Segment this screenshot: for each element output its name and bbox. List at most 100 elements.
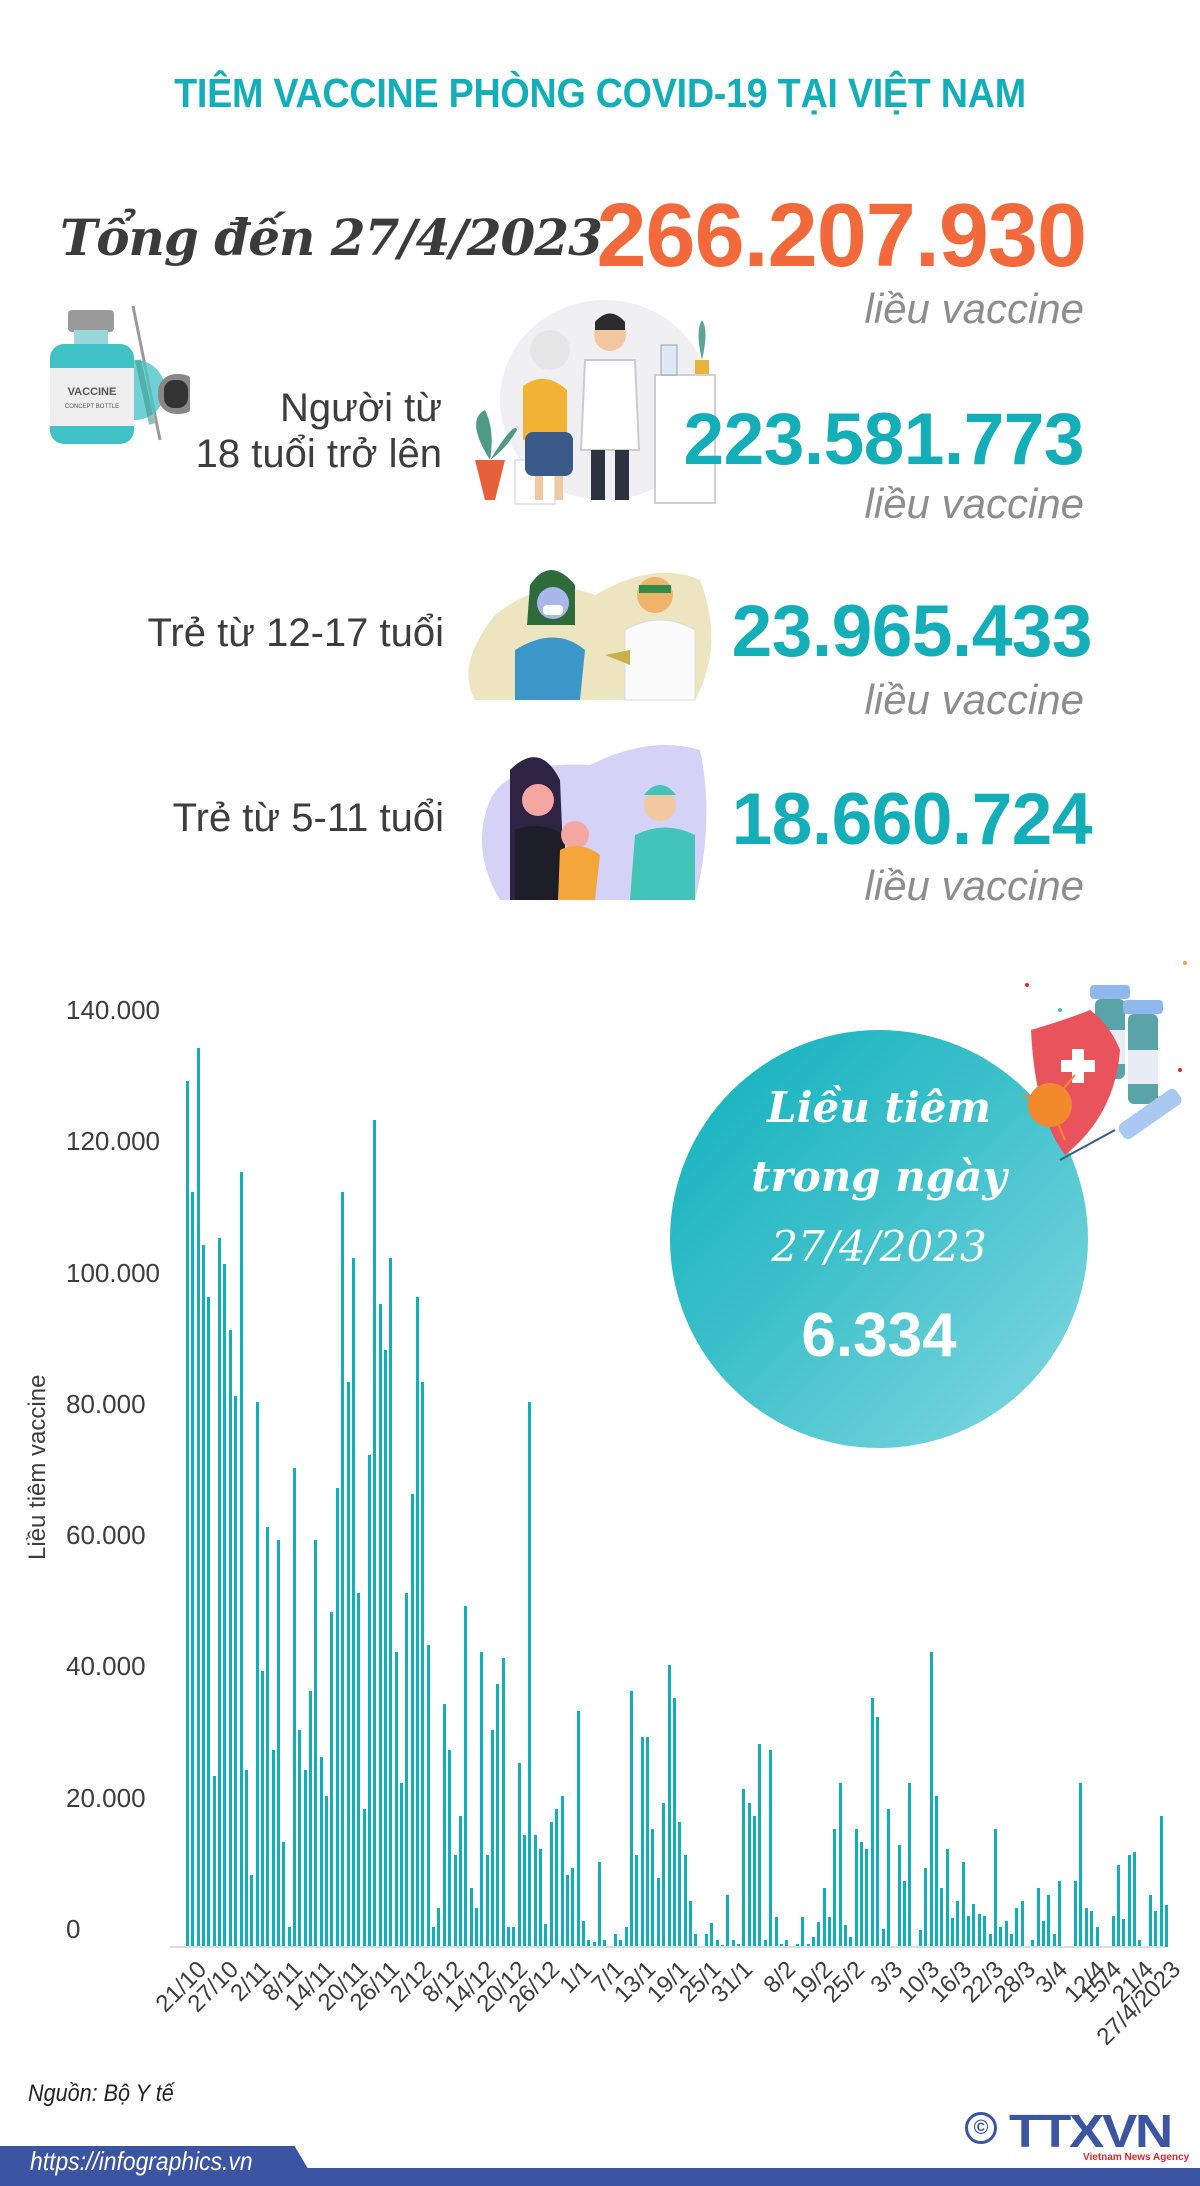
bar bbox=[276, 1540, 280, 1947]
bar bbox=[186, 1080, 189, 1947]
bar bbox=[1116, 1864, 1120, 1947]
group-12-17-label: Trẻ từ 12-17 tuổi bbox=[147, 611, 444, 655]
bar bbox=[555, 1809, 559, 1947]
bar bbox=[747, 1802, 751, 1947]
bar bbox=[844, 1924, 848, 1947]
bar bbox=[383, 1349, 387, 1947]
bar bbox=[945, 1848, 949, 1947]
bar bbox=[1009, 1933, 1013, 1947]
bar bbox=[795, 1944, 799, 1947]
bar bbox=[389, 1257, 393, 1947]
bar bbox=[410, 1494, 414, 1947]
teen-vaccination-illustration bbox=[468, 570, 712, 701]
bar bbox=[528, 1402, 532, 1947]
bar bbox=[400, 1782, 403, 1947]
bar bbox=[432, 1927, 436, 1947]
bar bbox=[512, 1927, 516, 1947]
bar bbox=[394, 1651, 398, 1947]
bar bbox=[523, 1835, 527, 1947]
bar bbox=[560, 1796, 564, 1947]
bar bbox=[218, 1238, 222, 1947]
bar bbox=[480, 1651, 484, 1947]
bar bbox=[293, 1467, 296, 1947]
bar bbox=[373, 1119, 377, 1947]
vaccine-shield-icon bbox=[1022, 961, 1187, 1161]
bar bbox=[828, 1916, 831, 1947]
total-unit: liều vaccine bbox=[864, 285, 1084, 332]
bar bbox=[490, 1730, 494, 1947]
bar bbox=[1058, 1881, 1062, 1947]
bar bbox=[865, 1848, 869, 1947]
bar bbox=[758, 1743, 762, 1947]
bar bbox=[1079, 1782, 1083, 1947]
bar bbox=[918, 1929, 922, 1947]
group-adults-value: 223.581.773 bbox=[683, 399, 1085, 480]
bar bbox=[822, 1887, 826, 1947]
bar bbox=[416, 1297, 420, 1947]
bar bbox=[640, 1736, 644, 1947]
bar bbox=[630, 1691, 634, 1947]
bar bbox=[1042, 1920, 1045, 1947]
bar bbox=[983, 1915, 987, 1947]
footer-tab bbox=[0, 2146, 310, 2172]
bar bbox=[378, 1303, 382, 1947]
bar bbox=[266, 1526, 270, 1947]
bar bbox=[838, 1782, 842, 1947]
bar bbox=[662, 1802, 666, 1947]
bar bbox=[255, 1402, 259, 1947]
bar bbox=[860, 1841, 864, 1947]
bar bbox=[517, 1763, 521, 1947]
bar bbox=[704, 1933, 708, 1947]
bar bbox=[619, 1940, 623, 1947]
bar bbox=[533, 1835, 537, 1947]
bar bbox=[341, 1192, 345, 1947]
bar bbox=[993, 1828, 997, 1947]
source-url-link[interactable]: https://infographics.vn bbox=[30, 2146, 253, 2176]
bar bbox=[437, 1907, 441, 1947]
group-adults-label-line1: Người từ bbox=[279, 386, 442, 430]
bar bbox=[298, 1730, 302, 1947]
logo-subtitle: Vietnam News Agency bbox=[1083, 2152, 1190, 2163]
bar bbox=[458, 1815, 462, 1947]
bar bbox=[849, 1937, 853, 1947]
bar bbox=[651, 1828, 655, 1947]
bar bbox=[694, 1933, 698, 1947]
bar bbox=[335, 1487, 339, 1947]
group-5-11-label: Trẻ từ 5-11 tuổi bbox=[172, 796, 444, 840]
bar bbox=[710, 1922, 714, 1947]
bar bbox=[202, 1244, 206, 1947]
bar bbox=[351, 1257, 355, 1947]
bar bbox=[426, 1645, 430, 1947]
y-axis-label: Liều tiêm vaccine bbox=[24, 1374, 51, 1560]
bar bbox=[683, 1855, 687, 1947]
bar bbox=[715, 1940, 719, 1947]
y-tick-label: 140.000 bbox=[66, 995, 160, 1025]
daily-doses-title-line2: trong ngày bbox=[751, 1152, 1007, 1201]
bar bbox=[726, 1894, 730, 1947]
bar bbox=[924, 1868, 928, 1947]
bar bbox=[1074, 1881, 1078, 1947]
bar bbox=[1084, 1907, 1088, 1947]
footer-bar bbox=[0, 2168, 1200, 2186]
y-tick-label: 120.000 bbox=[66, 1126, 160, 1157]
y-tick-label: 80.000 bbox=[66, 1388, 146, 1419]
bar bbox=[817, 1922, 821, 1947]
bar bbox=[565, 1874, 569, 1947]
bar bbox=[1149, 1894, 1152, 1947]
elderly-vaccination-illustration bbox=[475, 300, 716, 505]
bar bbox=[961, 1861, 965, 1947]
bar bbox=[234, 1395, 238, 1947]
bar bbox=[581, 1920, 585, 1947]
bar bbox=[603, 1940, 607, 1947]
group-12-17-value: 23.965.433 bbox=[731, 591, 1093, 672]
bar bbox=[448, 1750, 452, 1947]
group-adults-unit: liều vaccine bbox=[864, 480, 1084, 527]
bar bbox=[271, 1750, 275, 1947]
bar bbox=[999, 1927, 1003, 1947]
bar bbox=[576, 1710, 580, 1947]
bar bbox=[1052, 1933, 1056, 1947]
copyright-icon: © bbox=[965, 2112, 997, 2144]
bar bbox=[635, 1855, 639, 1947]
ttxvn-logo: © TTXVN Vietnam News Agency bbox=[965, 2105, 1189, 2165]
x-axis-line bbox=[170, 1946, 1165, 1948]
